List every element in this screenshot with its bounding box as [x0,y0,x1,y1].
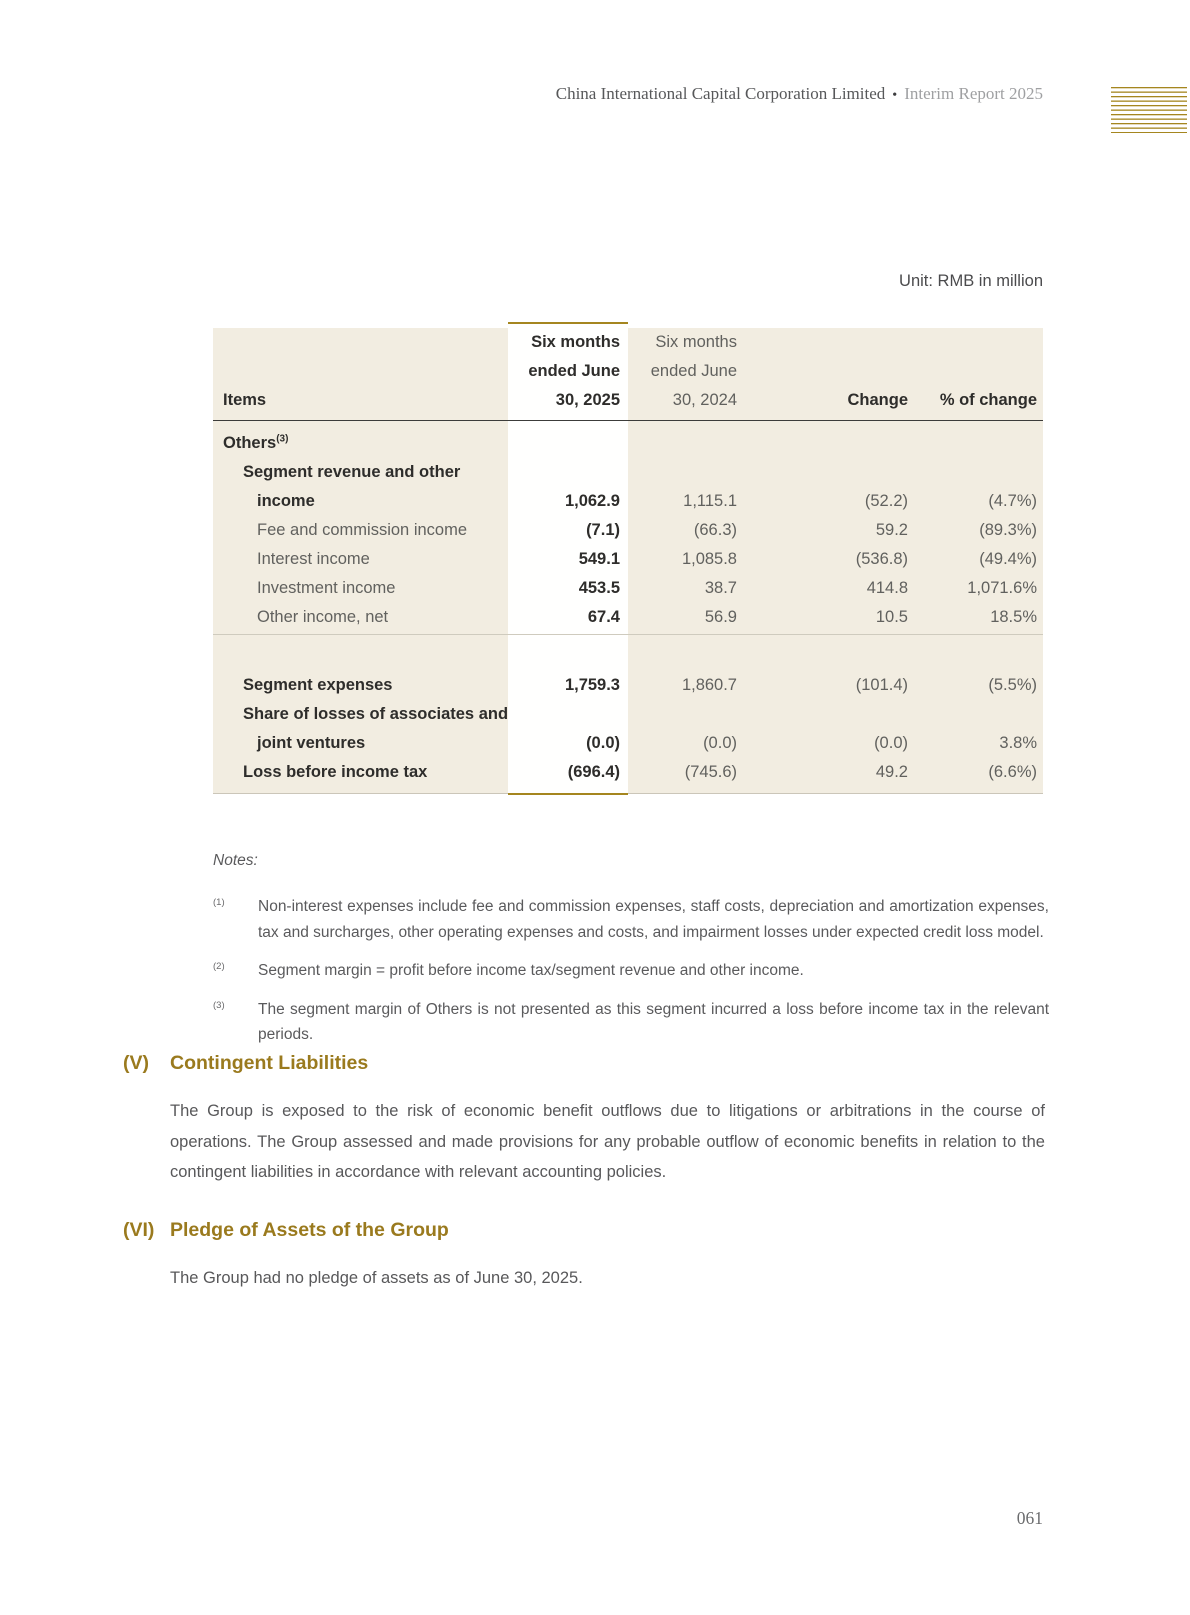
section-heading: (VI) Pledge of Assets of the Group [123,1219,1045,1242]
table-row: joint ventures (0.0) (0.0) (0.0) 3.8% [213,729,1043,758]
gold-stripes-logo [1111,87,1187,133]
table-body-revenue: Others(3) Segment revenue and other inco… [213,421,1043,634]
section-pledge-of-assets: (VI) Pledge of Assets of the Group The G… [123,1219,1045,1294]
note-item: (2) Segment margin = profit before incom… [213,958,1049,984]
table-section-divider [213,634,1043,635]
section-number: (V) [123,1052,149,1074]
row-label: Fee and commission income [257,521,468,539]
unit-label: Unit: RMB in million [899,272,1043,290]
footnote-ref: (3) [276,433,289,445]
row-label: income [257,492,315,510]
row-label: Share of losses of associates and [243,705,509,723]
section-contingent-liabilities: (V) Contingent Liabilities The Group is … [123,1052,1045,1188]
table-row: Investment income 453.5 38.7 414.8 1,071… [213,574,1043,603]
table-spacer-row [213,635,1043,671]
table-row: Share of losses of associates and [213,700,1043,729]
segment-financial-table: Items Six months ended June 30, 2025 Six… [213,322,1043,795]
row-label: Segment revenue and other [243,463,461,481]
section-title: Pledge of Assets of the Group [170,1219,449,1241]
notes-title: Notes: [213,852,258,869]
table-body-expenses: Segment expenses 1,759.3 1,860.7 (101.4)… [213,671,1043,793]
row-label: Segment expenses [243,676,393,694]
page-number: 061 [1016,1508,1043,1528]
note-marker: (3) [213,999,225,1011]
section-number: (VI) [123,1219,155,1241]
table-row: Loss before income tax (696.4) (745.6) 4… [213,758,1043,787]
note-text: Non-interest expenses include fee and co… [258,898,1049,941]
running-header: China International Capital Corporation … [556,84,1043,104]
section-paragraph: The Group had no pledge of assets as of … [170,1269,583,1287]
section-heading: (V) Contingent Liabilities [123,1052,1045,1075]
row-label: joint ventures [257,734,366,752]
row-label: Investment income [257,579,396,597]
col-header-pct-change: % of change [939,391,1037,409]
report-title: Interim Report 2025 [904,84,1043,103]
table-row: Others(3) [213,429,1043,458]
col-header-2024: Six months ended June 30, 2024 [650,333,737,409]
note-item: (1) Non-interest expenses include fee an… [213,894,1049,945]
table-row: Other income, net 67.4 56.9 10.5 18.5% [213,603,1043,632]
table-row: Segment revenue and other [213,458,1043,487]
col-header-items: Items [223,391,267,409]
table-row: Segment expenses 1,759.3 1,860.7 (101.4)… [213,671,1043,700]
note-text: The segment margin of Others is not pres… [258,1000,1049,1044]
table-header-row: Items Six months ended June 30, 2025 Six… [213,328,1043,421]
note-item: (3) The segment margin of Others is not … [213,997,1049,1048]
header-bullet: • [892,88,898,103]
section-title: Contingent Liabilities [170,1052,369,1074]
section-paragraph: The Group is exposed to the risk of econ… [170,1102,1045,1181]
row-label: Other income, net [257,608,389,626]
note-text: Segment margin = profit before income ta… [258,962,804,979]
row-label: Loss before income tax [243,763,428,781]
company-name: China International Capital Corporation … [555,84,886,103]
notes-block: Notes: (1) Non-interest expenses include… [213,852,1049,1061]
note-marker: (1) [213,897,225,908]
note-marker: (2) [213,961,225,972]
table-row: Interest income 549.1 1,085.8 (536.8) (4… [213,545,1043,574]
row-label: Others(3) [223,433,289,452]
table-row: income 1,062.9 1,115.1 (52.2) (4.7%) [213,487,1043,516]
col-header-change: Change [847,391,908,409]
table-row: Fee and commission income (7.1) (66.3) 5… [213,516,1043,545]
row-label: Interest income [257,550,370,568]
current-period-highlight-column [508,322,628,795]
col-header-2025: Six months ended June 30, 2025 [528,333,620,409]
